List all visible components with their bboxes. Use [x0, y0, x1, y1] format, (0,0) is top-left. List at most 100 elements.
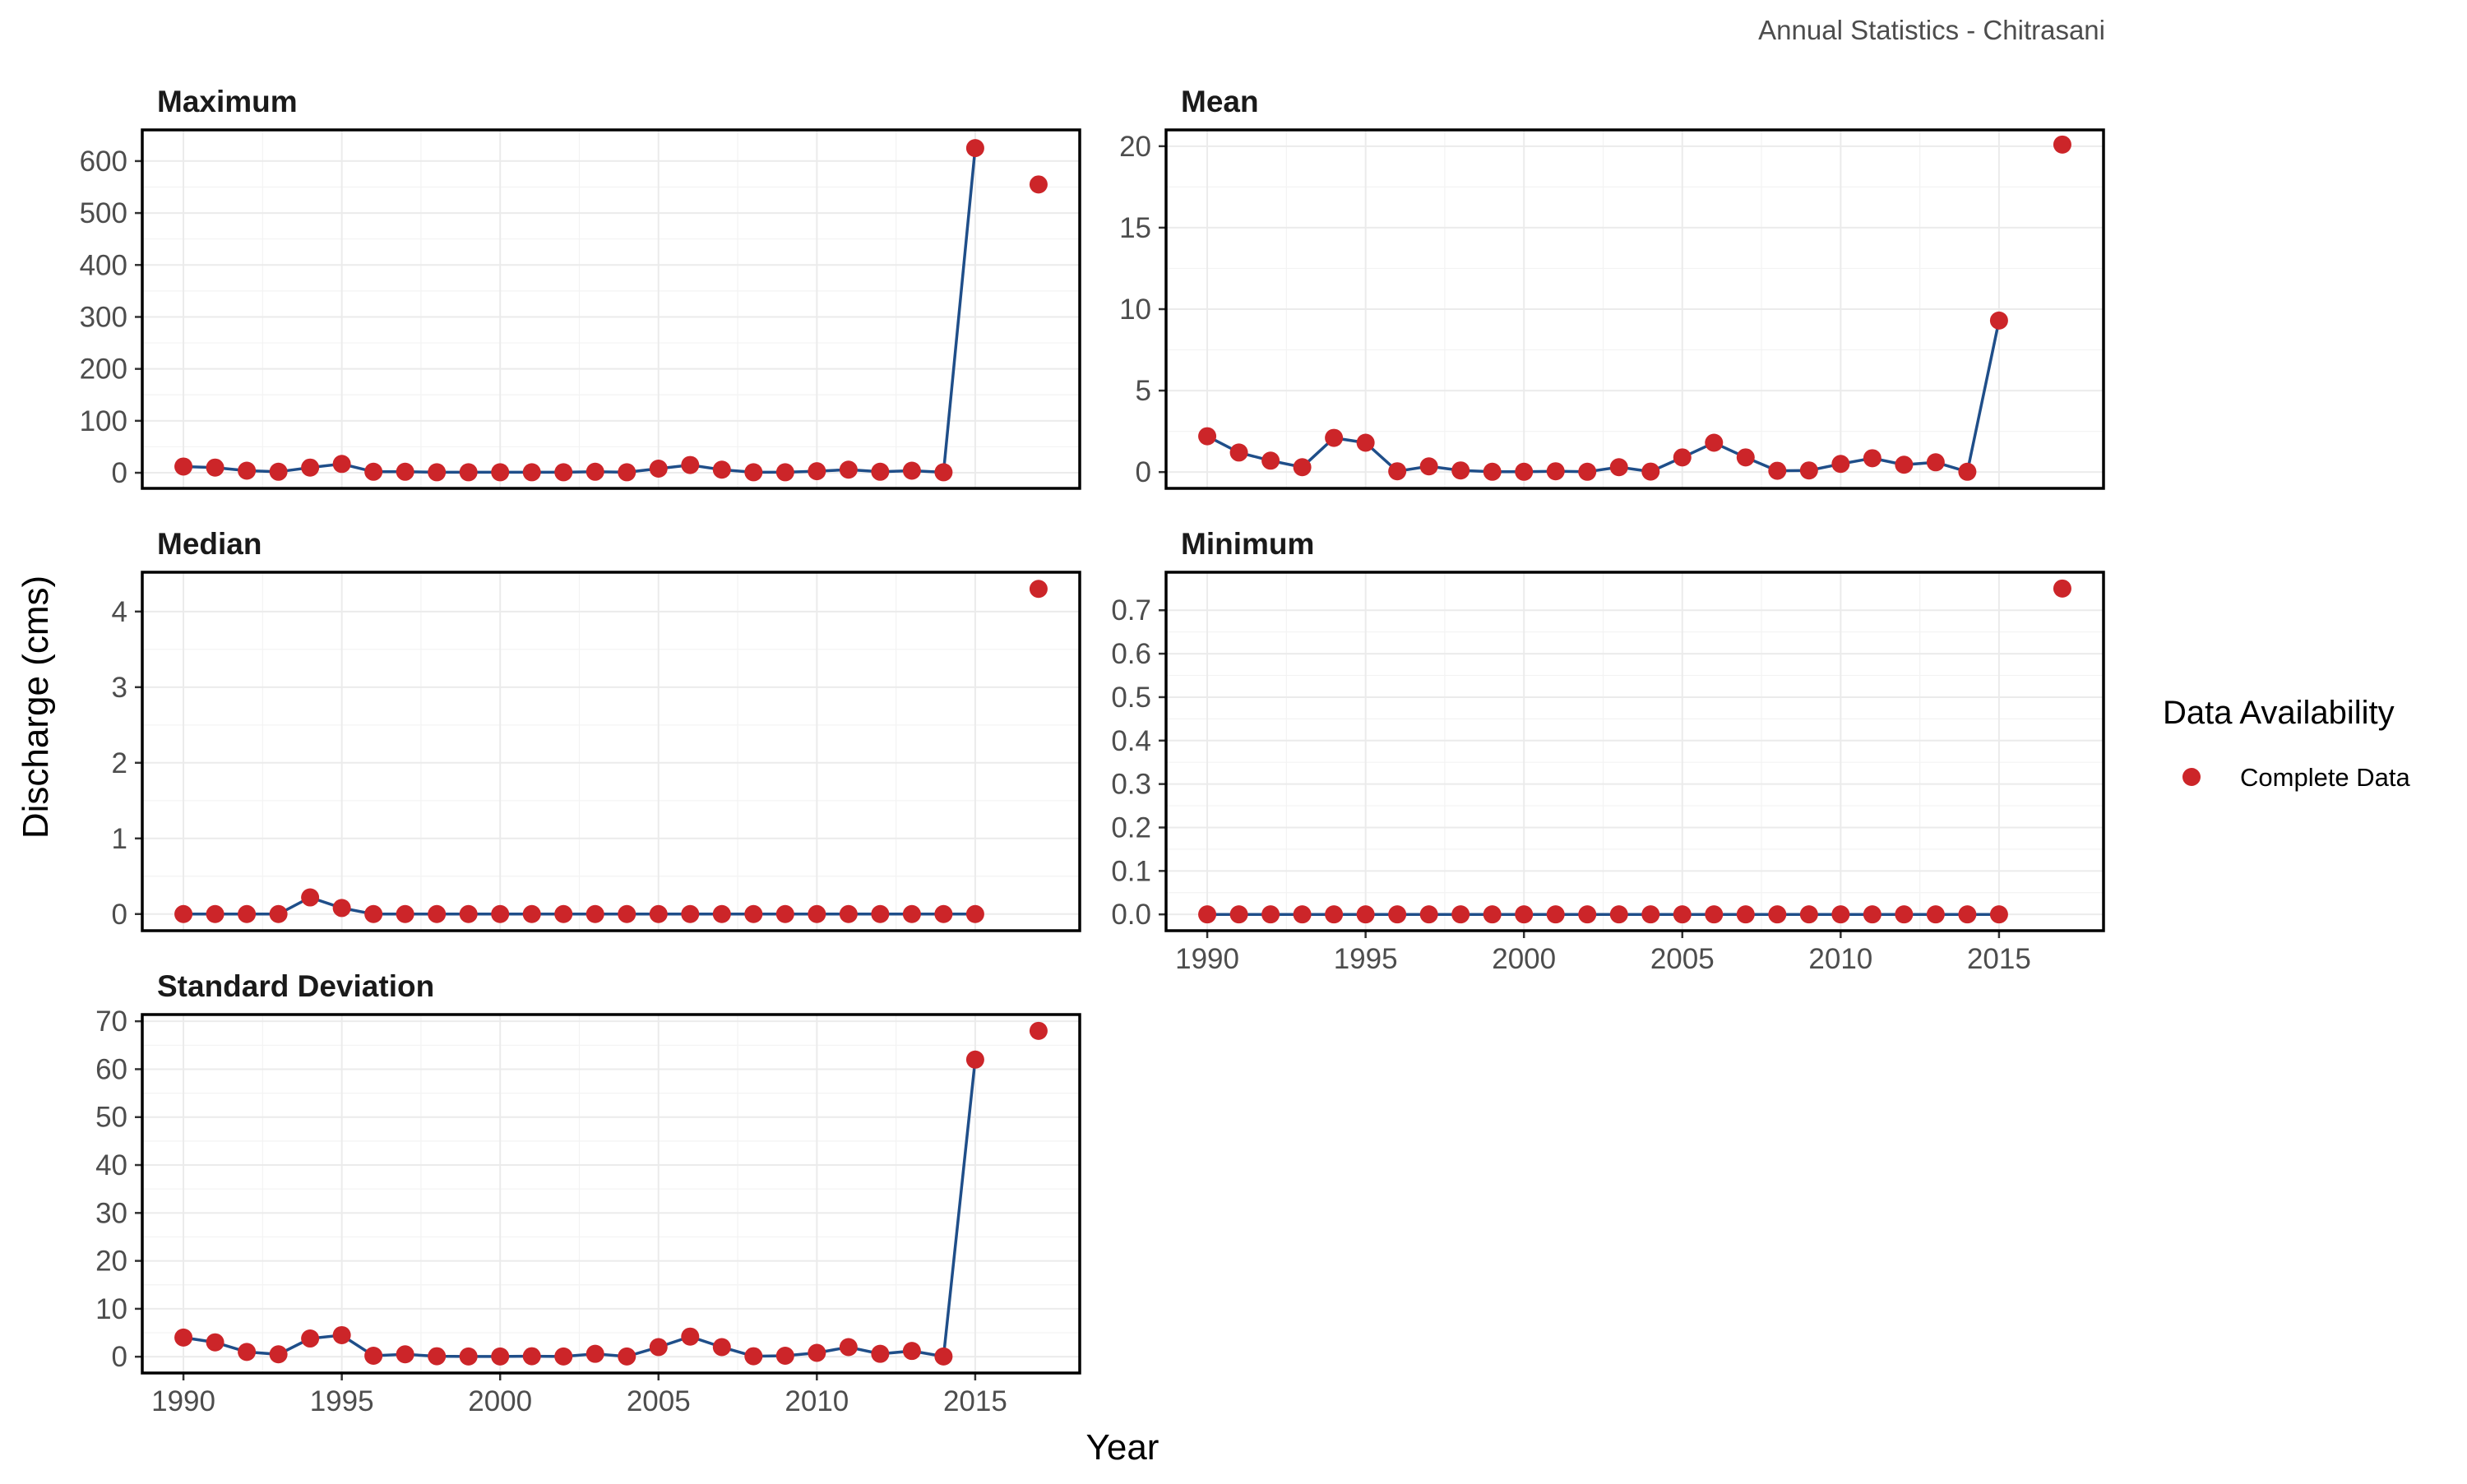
data-point-maximum-2013 [902, 461, 921, 480]
data-point-maximum-2011 [839, 460, 858, 479]
y-tick-label-maximum: 500 [80, 197, 127, 229]
x-tick-label-minimum: 1995 [1334, 943, 1398, 975]
y-tick-label-minimum: 0.0 [1111, 899, 1151, 931]
panel-minimum: Minimum 0.0 0.1 0.2 0.3 0.4 0.5 0.6 0.7 1990 1995 2… [1111, 527, 2105, 975]
data-point-mean-2009 [1799, 461, 1818, 480]
data-point-median-2005 [649, 904, 668, 923]
data-point-maximum-1998 [428, 463, 447, 482]
data-point-standard-deviation-2006 [681, 1327, 700, 1346]
y-tick-label-standard-deviation: 40 [95, 1149, 127, 1181]
data-point-mean-1999 [1483, 462, 1502, 481]
data-point-standard-deviation-1998 [428, 1347, 447, 1366]
data-point-maximum-2000 [491, 463, 510, 482]
data-point-minimum-2004 [1641, 905, 1660, 924]
data-point-median-2000 [491, 904, 510, 923]
data-point-minimum-2011 [1863, 905, 1881, 924]
data-point-median-1997 [396, 904, 414, 923]
data-point-standard-deviation-2015 [965, 1050, 984, 1069]
y-tick-label-median: 3 [112, 672, 127, 704]
data-point-minimum-1997 [1419, 905, 1438, 924]
data-point-minimum-2008 [1768, 905, 1787, 924]
y-tick-label-mean: 15 [1119, 212, 1151, 244]
legend-label-complete-data: Complete Data [2240, 763, 2411, 792]
data-point-minimum-1999 [1483, 905, 1502, 924]
y-tick-label-standard-deviation: 20 [95, 1246, 127, 1278]
data-point-minimum-2009 [1799, 905, 1818, 924]
data-point-median-2015 [965, 904, 984, 923]
panel-mean: Mean 0 5 10 15 20 [1119, 85, 2105, 490]
x-tick-label-minimum: 2010 [1808, 943, 1872, 975]
panel-border-median [141, 571, 1081, 932]
data-point-standard-deviation-2000 [491, 1347, 510, 1366]
data-point-minimum-1998 [1451, 905, 1470, 924]
data-point-maximum-1999 [459, 463, 478, 482]
data-point-mean-2004 [1641, 462, 1660, 481]
data-point-mean-2005 [1673, 448, 1692, 467]
data-point-median-1994 [301, 888, 320, 907]
panel-standard-deviation: Standard Deviation 0 10 20 30 40 50 60 70 1990 199… [95, 969, 1081, 1417]
data-point-maximum-2008 [744, 463, 763, 482]
data-point-mean-2010 [1831, 455, 1850, 474]
data-point-minimum-2005 [1673, 905, 1692, 924]
data-point-standard-deviation-2011 [839, 1338, 858, 1357]
data-point-mean-1992 [1261, 451, 1280, 470]
data-point-standard-deviation-2012 [871, 1344, 890, 1363]
data-point-median-1992 [238, 904, 257, 923]
data-point-standard-deviation-1990 [174, 1328, 193, 1347]
data-point-maximum-2015 [965, 139, 984, 158]
data-point-median-1993 [269, 904, 288, 923]
data-point-minimum-2003 [1609, 905, 1628, 924]
data-point-median-2004 [618, 904, 636, 923]
data-point-standard-deviation-1996 [364, 1347, 383, 1366]
data-point-mean-2017 [2053, 135, 2071, 154]
data-point-standard-deviation-2001 [522, 1347, 541, 1366]
data-point-mean-2003 [1609, 458, 1628, 477]
y-tick-label-mean: 20 [1119, 131, 1151, 163]
data-point-median-1996 [364, 904, 383, 923]
data-point-mean-2015 [1989, 311, 2008, 330]
x-tick-label-standard-deviation: 1995 [310, 1385, 374, 1417]
data-point-mean-1995 [1356, 433, 1375, 452]
data-point-standard-deviation-1992 [238, 1343, 257, 1361]
chart-caption: Annual Statistics - Chitrasani [1758, 15, 2105, 45]
y-tick-label-maximum: 400 [80, 249, 127, 281]
legend-title: Data Availability [2163, 695, 2395, 731]
data-point-maximum-2006 [681, 455, 700, 474]
data-point-median-2014 [934, 904, 953, 923]
data-point-mean-2006 [1705, 433, 1724, 452]
data-point-minimum-2012 [1895, 905, 1914, 924]
data-point-minimum-1991 [1229, 905, 1248, 924]
data-point-median-2003 [586, 904, 604, 923]
data-point-standard-deviation-1999 [459, 1347, 478, 1366]
panel-title-minimum: Minimum [1181, 527, 1314, 561]
y-tick-label-minimum: 0.2 [1111, 811, 1151, 844]
data-point-minimum-2007 [1736, 905, 1755, 924]
data-point-maximum-2017 [1029, 175, 1048, 194]
data-point-maximum-2002 [554, 463, 573, 482]
data-point-standard-deviation-1993 [269, 1345, 288, 1364]
x-tick-label-standard-deviation: 2000 [468, 1385, 532, 1417]
data-point-maximum-1997 [396, 462, 414, 481]
data-point-minimum-2015 [1989, 905, 2008, 924]
panel-title-median: Median [157, 527, 262, 561]
data-point-maximum-2001 [522, 463, 541, 482]
data-point-median-2017 [1029, 580, 1048, 599]
data-point-mean-2012 [1895, 455, 1914, 474]
data-point-mean-2001 [1546, 462, 1565, 481]
y-tick-label-minimum: 0.7 [1111, 594, 1151, 626]
y-tick-label-standard-deviation: 60 [95, 1053, 127, 1085]
data-point-minimum-1995 [1356, 905, 1375, 924]
data-point-mean-2007 [1736, 448, 1755, 467]
data-point-mean-2002 [1578, 462, 1597, 481]
data-point-median-1999 [459, 904, 478, 923]
data-point-median-2012 [871, 904, 890, 923]
data-point-maximum-2003 [586, 462, 604, 481]
data-point-median-2009 [775, 904, 794, 923]
y-tick-label-maximum: 600 [80, 146, 127, 178]
y-tick-label-minimum: 0.1 [1111, 855, 1151, 887]
data-point-median-2013 [902, 904, 921, 923]
data-point-maximum-2004 [618, 463, 636, 482]
panel-median: Median 0 1 2 3 4 [112, 527, 1081, 932]
